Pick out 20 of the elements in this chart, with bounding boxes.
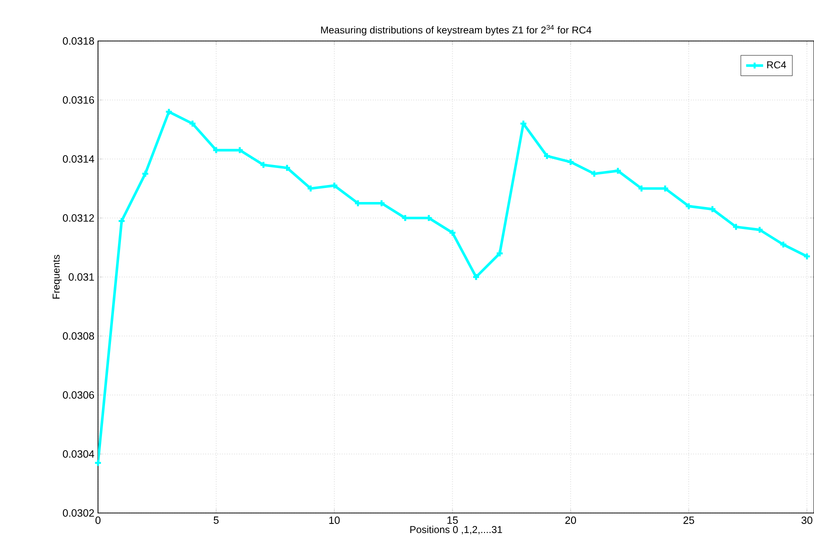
y-tick-label: 0.0318: [62, 37, 94, 45]
x-tick-label: 5: [214, 516, 219, 524]
y-tick-label: 0.0306: [62, 391, 94, 399]
y-tick-label: 0.031: [68, 273, 94, 281]
x-tick-label: 20: [565, 516, 576, 524]
x-tick-label: 30: [801, 516, 812, 524]
y-tick-label: 0.0312: [62, 214, 94, 222]
x-tick-label: 15: [447, 516, 458, 524]
x-tick-label: 10: [329, 516, 340, 524]
y-tick-label: 0.0314: [62, 155, 94, 163]
x-axis-title: Positions 0 ,1,2,....31: [410, 526, 502, 534]
x-tick-label: 0: [96, 516, 100, 524]
chart-title: Measuring distributions of keystream bytes Z1 for 2$^{34}$ for RC4: [321, 24, 592, 36]
legend-label: RC4: [767, 61, 786, 68]
y-axis-title: Frequents: [52, 254, 62, 299]
y-tick-label: 0.0302: [62, 509, 94, 517]
y-tick-label: 0.0308: [62, 332, 94, 340]
x-tick-label: 25: [683, 516, 694, 524]
y-tick-label: 0.0304: [62, 450, 94, 458]
y-tick-label: 0.0316: [62, 96, 94, 104]
